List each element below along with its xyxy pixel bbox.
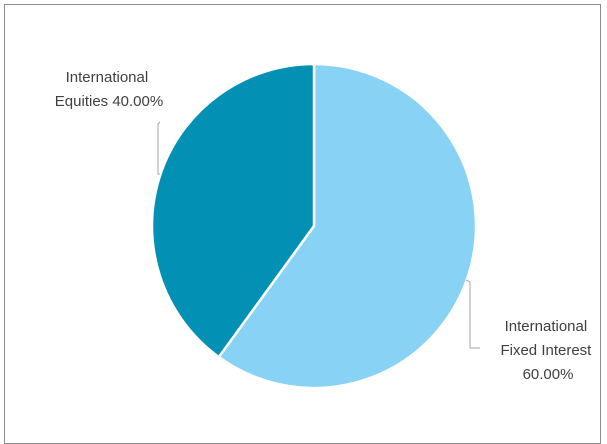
data-label-equities: International Equities 40.00%	[55, 69, 163, 175]
pie-slice-fixed-interest	[217, 62, 478, 390]
pie-chart: International Fixed Interest 60.00% Inte…	[55, 62, 595, 390]
leader-line-equities	[157, 121, 161, 175]
pie-slice-equities	[150, 62, 316, 359]
label-fixed-interest-line3: 60.00%	[523, 366, 574, 383]
label-fixed-interest-line2: Fixed Interest	[500, 342, 592, 359]
data-label-fixed-interest: International Fixed Interest 60.00%	[465, 279, 595, 383]
pie-slices	[150, 62, 478, 390]
svg-text:International Equities 4: International Equities 40.00%	[55, 69, 163, 110]
label-equities-line1: International	[66, 69, 149, 86]
svg-text:International Fixed Inte: International Fixed Interest 60.00%	[500, 318, 595, 383]
label-fixed-interest-line1: International	[505, 318, 588, 335]
leader-line-fixed-interest	[465, 279, 480, 349]
label-equities-line2: Equities 40.00%	[55, 93, 163, 110]
